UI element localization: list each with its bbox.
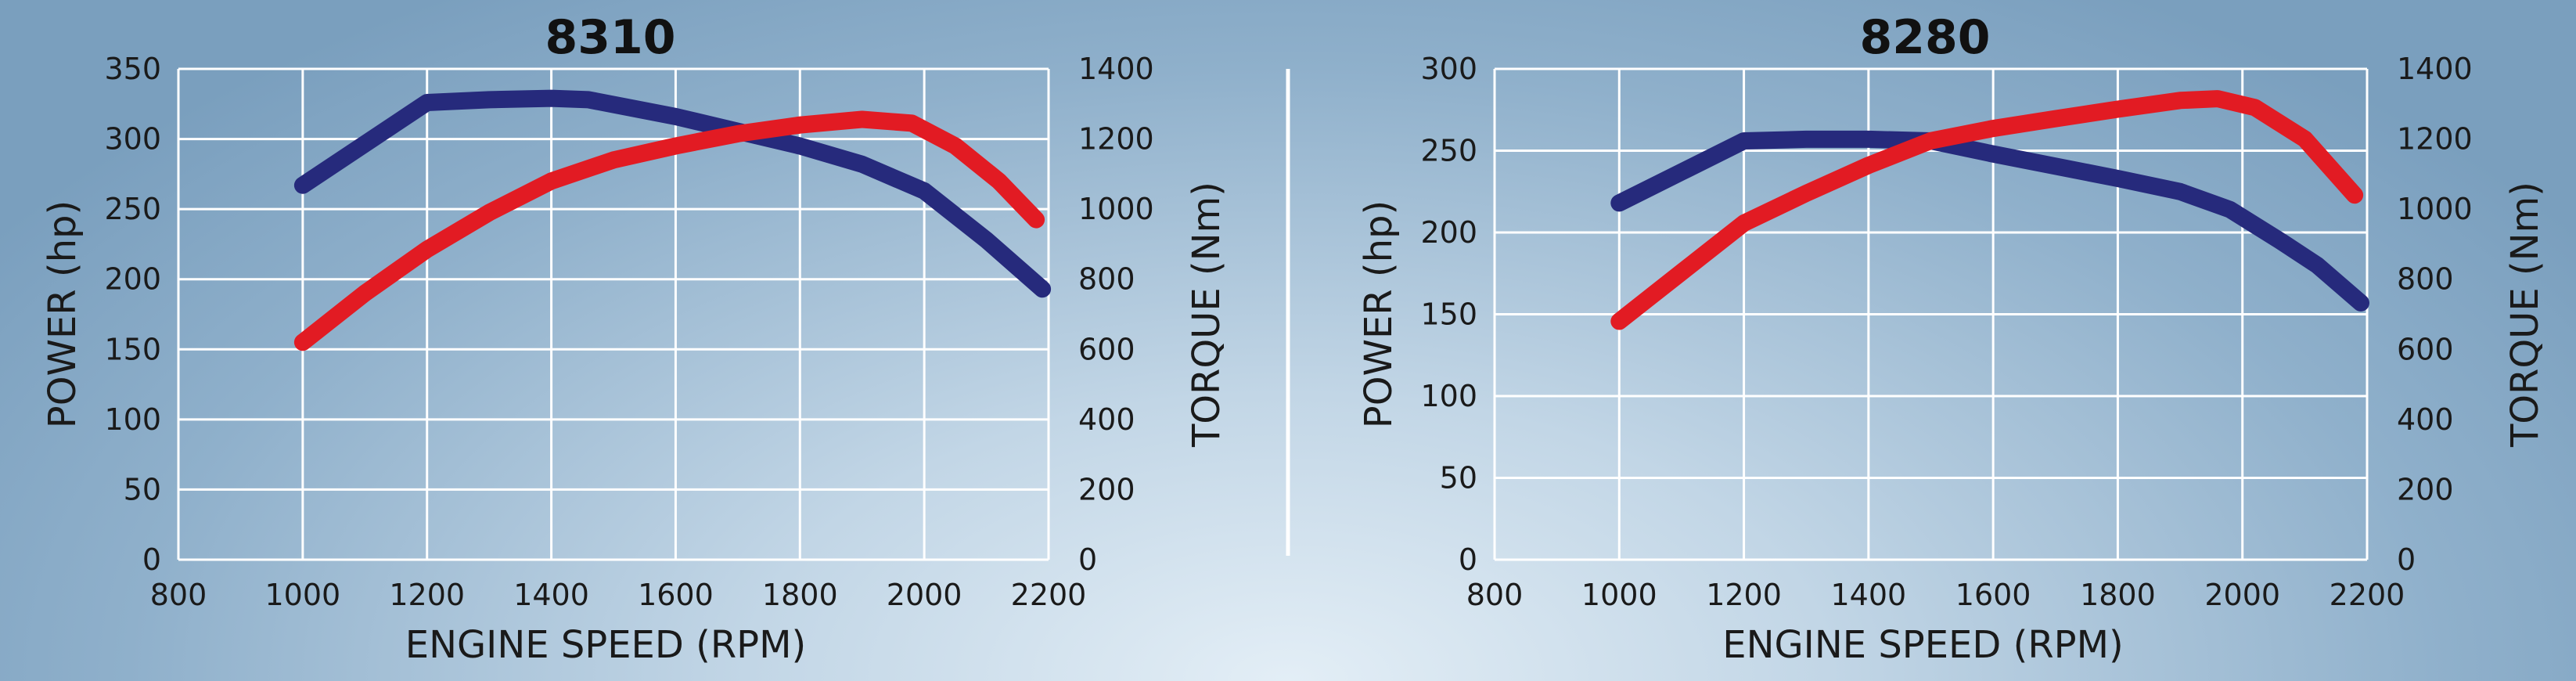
y-left-tick-label: 0 xyxy=(1459,542,1477,577)
y-right-tick-label: 1000 xyxy=(2397,192,2473,226)
x-tick-label: 1400 xyxy=(513,578,589,612)
y-left-axis-title: POWER (hp) xyxy=(1357,200,1401,428)
x-tick-label: 1400 xyxy=(1830,578,1906,612)
x-tick-label: 1800 xyxy=(762,578,838,612)
x-axis-title: ENGINE SPEED (RPM) xyxy=(405,623,807,667)
y-left-tick-label: 200 xyxy=(104,262,161,297)
y-right-tick-label: 200 xyxy=(1078,472,1135,506)
y-right-tick-label: 1200 xyxy=(2397,122,2473,157)
y-left-tick-label: 200 xyxy=(1420,215,1477,250)
y-left-tick-label: 0 xyxy=(142,542,161,577)
y-left-tick-label: 300 xyxy=(104,122,161,157)
x-tick-label: 2200 xyxy=(2330,578,2405,612)
y-left-tick-label: 250 xyxy=(1420,134,1477,168)
x-tick-label: 1200 xyxy=(389,578,465,612)
y-right-axis-title: TORQUE (Nm) xyxy=(1185,182,1229,448)
y-right-tick-label: 1400 xyxy=(2397,52,2473,86)
power-curve xyxy=(1610,130,2369,312)
y-right-tick-label: 400 xyxy=(2397,402,2454,437)
y-left-tick-label: 250 xyxy=(104,192,161,226)
torque-curve xyxy=(1610,90,2364,330)
x-tick-label: 800 xyxy=(1466,578,1524,612)
x-tick-label: 800 xyxy=(150,578,207,612)
y-right-tick-label: 800 xyxy=(2397,262,2454,297)
y-left-tick-label: 50 xyxy=(1440,461,1477,495)
y-left-tick-label: 100 xyxy=(1420,379,1477,413)
y-left-tick-label: 350 xyxy=(104,52,161,86)
x-tick-label: 1800 xyxy=(2080,578,2156,612)
chart-8280: 800 1000 1200 1400 1600 1800 2000 2200050100150… xyxy=(1357,10,2547,667)
y-right-tick-label: 1400 xyxy=(1078,52,1154,86)
y-left-tick-label: 150 xyxy=(104,332,161,366)
y-right-tick-label: 1000 xyxy=(1078,192,1154,226)
x-tick-label: 2000 xyxy=(887,578,962,612)
y-left-axis-title: POWER (hp) xyxy=(41,200,85,428)
y-right-tick-label: 1200 xyxy=(1078,122,1154,157)
y-left-tick-label: 100 xyxy=(104,402,161,437)
y-right-tick-label: 0 xyxy=(2397,542,2416,577)
x-tick-label: 2200 xyxy=(1011,578,1087,612)
x-axis-title: ENGINE SPEED (RPM) xyxy=(1722,623,2124,667)
y-right-tick-label: 0 xyxy=(1078,542,1097,577)
y-right-axis-title: TORQUE (Nm) xyxy=(2503,182,2547,448)
y-right-tick-label: 600 xyxy=(2397,332,2454,366)
y-right-tick-label: 400 xyxy=(1078,402,1135,437)
x-tick-label: 1600 xyxy=(1955,578,2031,612)
x-tick-label: 1200 xyxy=(1706,578,1782,612)
y-left-tick-label: 50 xyxy=(124,472,161,506)
x-tick-label: 1600 xyxy=(638,578,714,612)
y-right-tick-label: 200 xyxy=(2397,472,2454,506)
x-tick-label: 1000 xyxy=(1581,578,1657,612)
y-right-tick-label: 800 xyxy=(1078,262,1135,297)
y-left-tick-label: 300 xyxy=(1420,52,1477,86)
y-left-tick-label: 150 xyxy=(1420,297,1477,332)
x-tick-label: 1000 xyxy=(264,578,340,612)
chart-title: 8280 xyxy=(1860,10,1991,65)
chart-title: 8310 xyxy=(545,10,676,65)
power-curve xyxy=(293,89,1052,298)
chart-8310: 800 1000 1200 1400 1600 1800 2000 2200050100150… xyxy=(41,10,1229,667)
x-tick-label: 2000 xyxy=(2204,578,2280,612)
y-right-tick-label: 600 xyxy=(1078,332,1135,366)
torque-curve xyxy=(293,110,1045,351)
